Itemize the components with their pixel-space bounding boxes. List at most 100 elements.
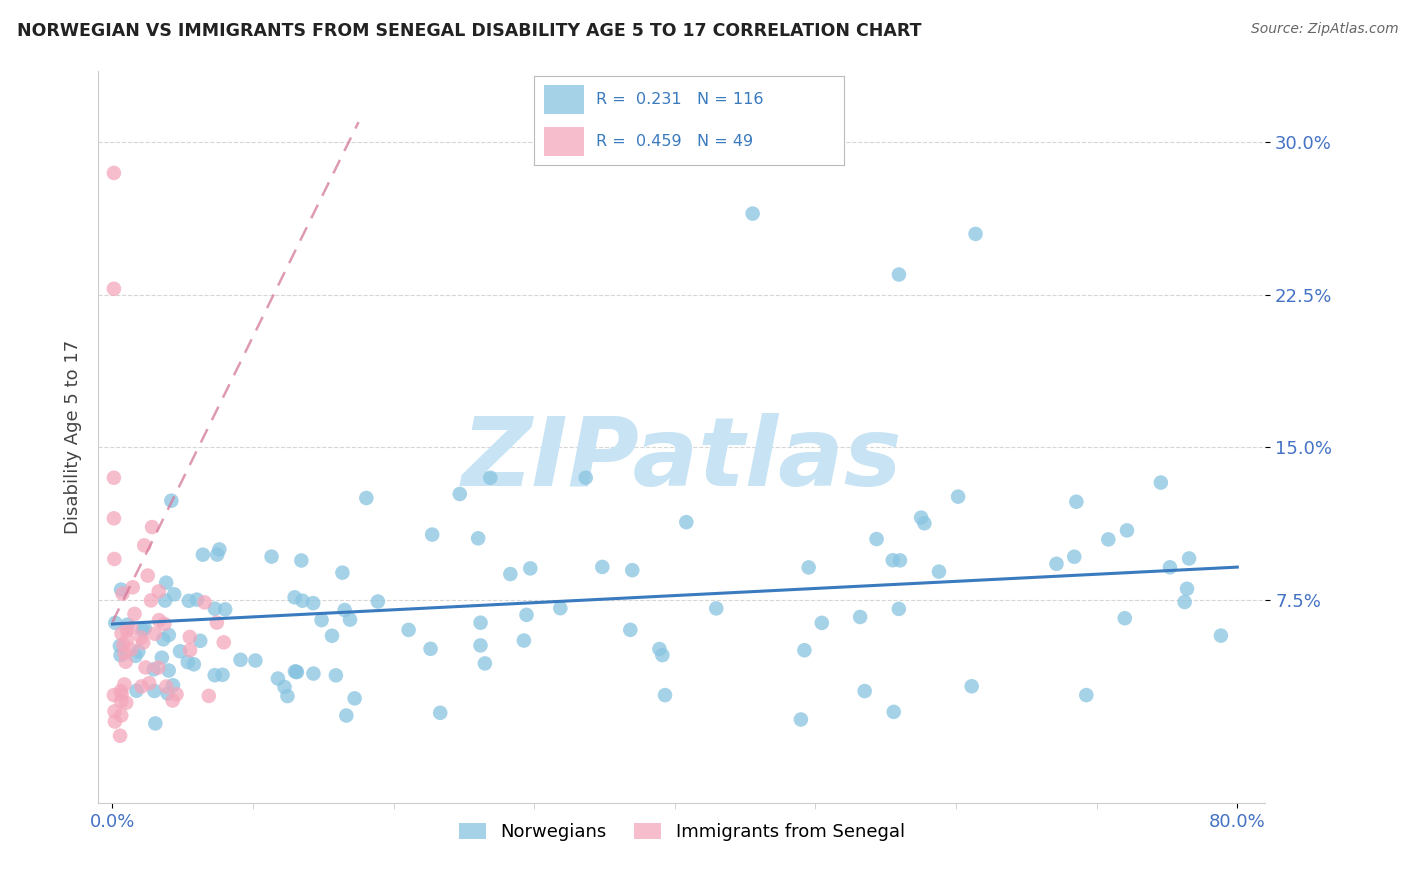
Point [889, 553, 911, 567]
Point [960, 679, 983, 693]
Point [470, 639, 492, 653]
Point [125, 683, 148, 698]
Point [302, 666, 325, 681]
Point [651, 648, 673, 662]
Point [1209, 629, 1232, 643]
Point [114, 655, 136, 669]
Point [103, 688, 125, 702]
Point [132, 635, 155, 649]
Point [153, 616, 176, 631]
Point [245, 653, 267, 667]
Point [619, 623, 641, 637]
Point [1066, 494, 1088, 508]
Point [198, 689, 221, 703]
Point [162, 693, 184, 707]
Point [419, 641, 441, 656]
Point [928, 565, 950, 579]
Point [883, 705, 905, 719]
Point [204, 668, 226, 682]
Point [325, 668, 347, 682]
Point [135, 660, 157, 674]
Point [333, 603, 356, 617]
Point [156, 686, 179, 700]
Point [467, 531, 489, 545]
Point [591, 560, 613, 574]
Point [273, 680, 295, 694]
Point [1159, 560, 1181, 574]
Point [157, 628, 180, 642]
Point [108, 729, 131, 743]
Point [110, 708, 132, 723]
Point [112, 638, 135, 652]
Point [311, 613, 333, 627]
Point [291, 593, 314, 607]
Point [367, 594, 389, 608]
Point [1097, 533, 1119, 547]
Point [131, 623, 153, 637]
Point [110, 648, 132, 663]
Point [260, 549, 283, 564]
Point [163, 587, 186, 601]
Point [179, 643, 201, 657]
Point [1045, 557, 1067, 571]
Point [188, 633, 211, 648]
Point [103, 471, 125, 485]
Text: ZIPatlas: ZIPatlas [461, 412, 903, 506]
Text: R =  0.231   N = 116: R = 0.231 N = 116 [596, 92, 763, 106]
Point [104, 615, 127, 630]
Point [148, 613, 170, 627]
Point [335, 708, 357, 723]
Point [946, 490, 969, 504]
Point [356, 491, 378, 505]
Point [205, 548, 228, 562]
Point [103, 511, 125, 525]
Point [110, 582, 132, 597]
Point [129, 631, 152, 645]
Point [103, 705, 125, 719]
Point [912, 516, 935, 531]
Point [420, 527, 443, 541]
Point [120, 621, 142, 635]
Point [179, 630, 201, 644]
Point [177, 655, 200, 669]
Point [797, 560, 820, 574]
Point [127, 644, 149, 658]
Point [205, 615, 228, 630]
Point [621, 563, 644, 577]
Point [117, 617, 139, 632]
Point [1150, 475, 1173, 490]
Point [499, 567, 522, 582]
Point [160, 493, 183, 508]
Y-axis label: Disability Age 5 to 17: Disability Age 5 to 17 [63, 340, 82, 534]
Point [398, 623, 420, 637]
Point [302, 596, 325, 610]
Point [166, 687, 188, 701]
Point [285, 665, 308, 679]
Point [284, 665, 307, 679]
Point [276, 689, 298, 703]
Point [704, 601, 727, 615]
Point [1175, 582, 1198, 596]
Point [143, 627, 166, 641]
Point [267, 672, 290, 686]
Point [110, 684, 132, 698]
Point [654, 688, 676, 702]
Point [793, 643, 815, 657]
Point [1076, 688, 1098, 702]
Point [142, 662, 165, 676]
Point [887, 268, 910, 282]
Point [155, 575, 177, 590]
Point [115, 696, 138, 710]
Point [139, 593, 162, 607]
Point [136, 568, 159, 582]
Point [853, 684, 876, 698]
Text: R =  0.459   N = 49: R = 0.459 N = 49 [596, 135, 754, 149]
Point [150, 650, 173, 665]
Point [865, 532, 887, 546]
Point [110, 694, 132, 708]
Point [332, 566, 354, 580]
Point [124, 648, 146, 663]
Point [121, 580, 143, 594]
Point [152, 632, 174, 647]
Point [214, 602, 236, 616]
